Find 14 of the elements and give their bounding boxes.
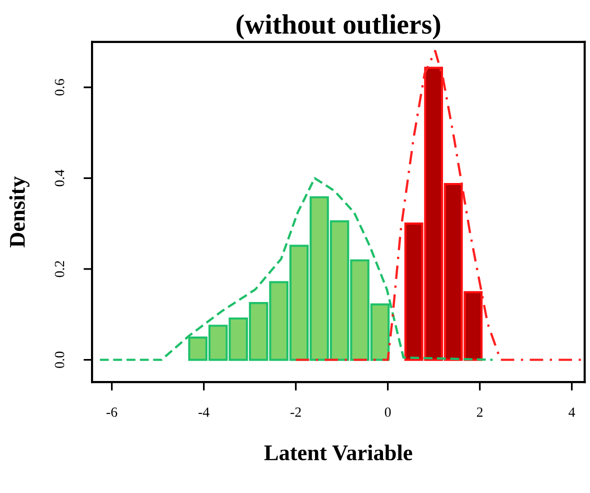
x-tick-label: 4 [568,408,576,417]
y-tick-label: 0.6 [54,79,64,96]
y-tick-label: 0.2 [54,261,64,278]
x-tick-label: 2 [476,408,483,417]
y-tick-label: 0.4 [54,170,64,186]
line-series [98,177,494,361]
x-tick-label: -2 [290,408,301,417]
chart-title: (without outliers) [236,14,440,40]
x-tick-label: -6 [106,408,118,417]
x-tick-label: 0 [384,407,391,417]
x-tick-label: -4 [198,408,210,417]
y-axis-title: Density [9,176,30,248]
x-axis-title: Latent Variable [264,444,412,460]
y-tick-label: 0.0 [54,352,64,368]
